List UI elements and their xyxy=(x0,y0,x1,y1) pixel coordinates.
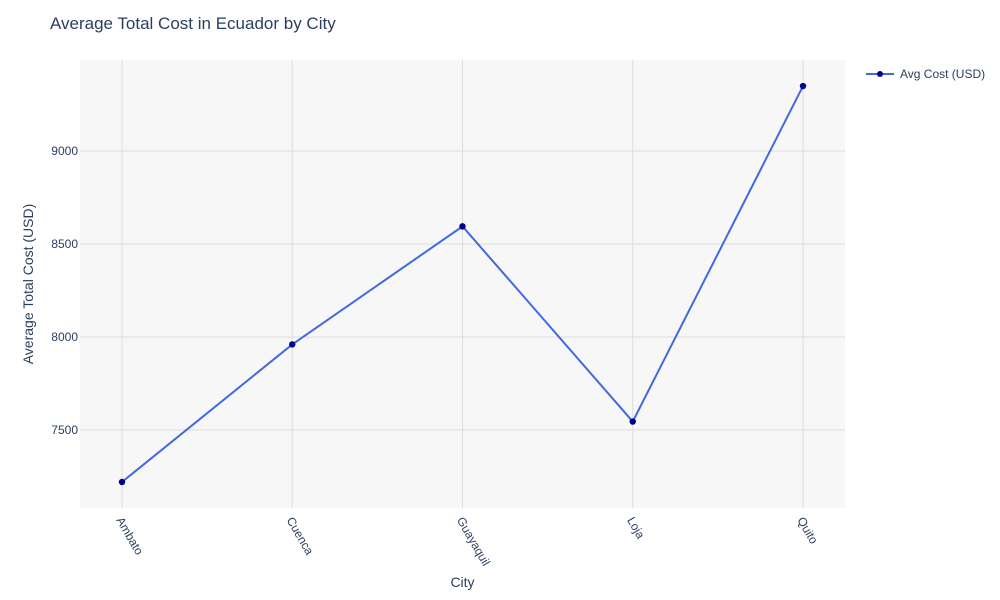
y-axis-ticks: 7500 8000 8500 9000 xyxy=(51,144,78,437)
series-layer xyxy=(118,82,807,486)
x-tick-label: Loja xyxy=(624,515,648,542)
legend-label: Avg Cost (USD) xyxy=(900,67,985,81)
x-axis-ticks: Ambato Cuenca Guayaquil Loja Quito xyxy=(113,515,821,569)
data-point xyxy=(118,478,126,486)
x-tick-label: Ambato xyxy=(113,515,146,558)
x-tick-label: Quito xyxy=(794,515,821,547)
chart-title: Average Total Cost in Ecuador by City xyxy=(50,14,336,33)
data-point xyxy=(799,82,807,90)
data-point xyxy=(629,418,636,425)
data-point xyxy=(289,341,296,348)
grid-lines xyxy=(80,60,845,508)
legend[interactable]: Avg Cost (USD) xyxy=(866,67,985,81)
data-point xyxy=(459,223,466,230)
x-axis-label: City xyxy=(450,574,474,590)
y-tick-label: 9000 xyxy=(51,144,78,158)
y-tick-label: 7500 xyxy=(51,423,78,437)
y-tick-label: 8000 xyxy=(51,330,78,344)
y-axis-label: Average Total Cost (USD) xyxy=(20,204,36,365)
x-tick-label: Guayaquil xyxy=(454,515,493,569)
legend-marker-icon xyxy=(877,71,883,77)
x-tick-label: Cuenca xyxy=(284,515,317,558)
y-tick-label: 8500 xyxy=(51,237,78,251)
